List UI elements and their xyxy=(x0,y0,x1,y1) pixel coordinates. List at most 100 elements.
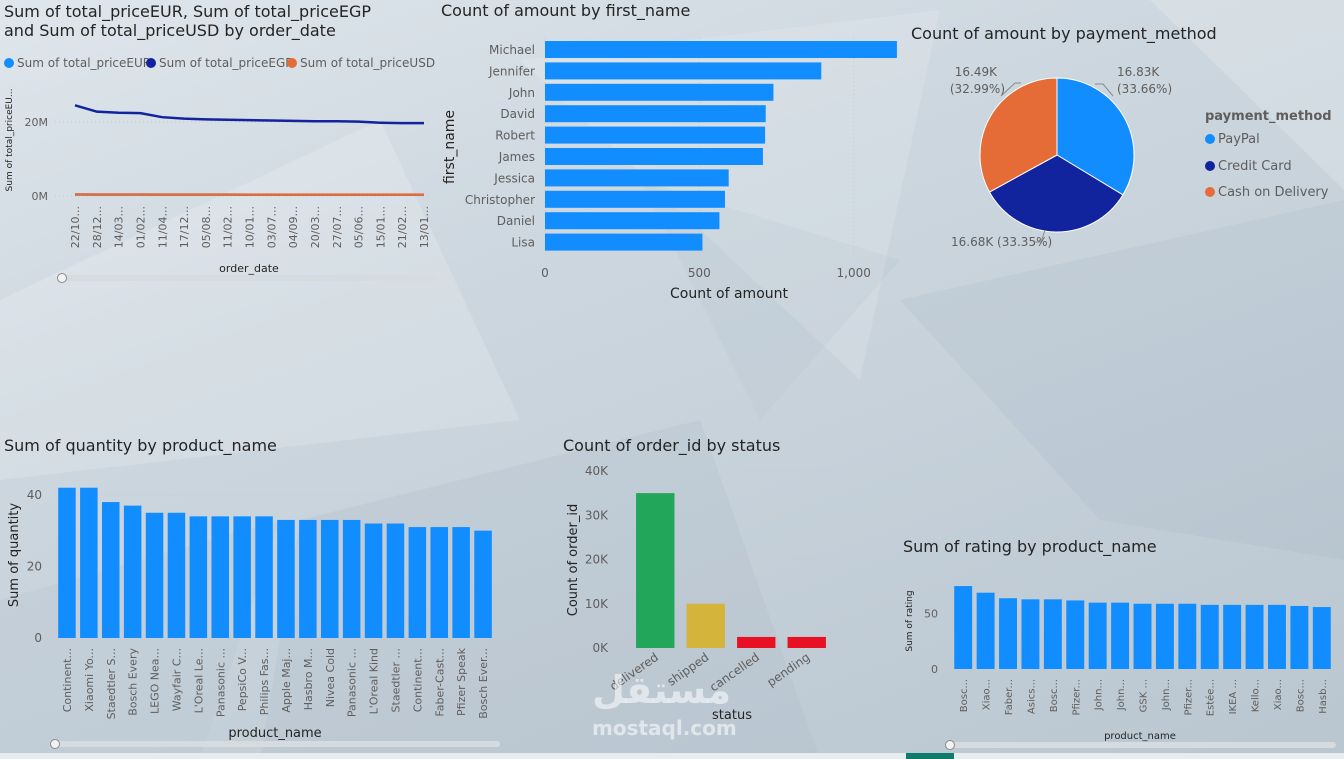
rating-bar[interactable] xyxy=(1290,605,1309,669)
legend-paypal[interactable]: PayPal xyxy=(1205,132,1260,147)
rating-bar[interactable] xyxy=(1178,603,1197,669)
qty-category-label: L'Oreal Kind xyxy=(368,648,381,714)
hbar-bar[interactable] xyxy=(545,83,774,101)
line-x-tick: 28/12... xyxy=(91,206,104,248)
rating-chart-scroll-knob[interactable] xyxy=(945,740,955,750)
qty-y-tick: 20 xyxy=(27,559,42,573)
rating-bar[interactable] xyxy=(1088,602,1107,669)
qty-bar[interactable] xyxy=(277,519,295,638)
qty-bar[interactable] xyxy=(145,512,164,638)
rating-bar[interactable] xyxy=(1312,607,1331,669)
pie-slice-cash[interactable] xyxy=(979,77,1058,193)
rating-bar[interactable] xyxy=(1021,599,1040,669)
qty-bar[interactable] xyxy=(189,516,208,638)
status-bar[interactable] xyxy=(787,636,826,648)
qty-bar[interactable] xyxy=(342,519,361,638)
line-x-tick: 27/07... xyxy=(331,206,344,248)
qty-category-label: Pfizer Speak xyxy=(455,647,468,716)
rating-bar[interactable] xyxy=(976,592,995,669)
legend-credit-card[interactable]: Credit Card xyxy=(1205,159,1292,174)
qty-bar[interactable] xyxy=(408,527,427,638)
hbar-bar[interactable] xyxy=(545,169,729,187)
hbar-bar[interactable] xyxy=(545,41,897,58)
page-tab-active[interactable] xyxy=(906,753,954,759)
status-chart-panel[interactable]: Count of order_id by status 0K 10K 20K 30K 4… xyxy=(560,435,860,753)
payment-pie-panel[interactable]: Count of amount by payment_method 16.83K… xyxy=(905,20,1335,270)
line-series-egp[interactable] xyxy=(74,104,424,125)
qty-bar[interactable] xyxy=(430,527,449,638)
qty-bar[interactable] xyxy=(299,519,317,638)
first-name-chart-panel[interactable]: Count of amount by first_name 0 500 1,000 M… xyxy=(440,0,910,310)
legend-eur[interactable]: Sum of total_priceEUR xyxy=(4,56,151,70)
rating-bar[interactable] xyxy=(1043,599,1062,669)
rating-bar[interactable] xyxy=(1155,603,1174,669)
qty-category-label: PepsiCo V... xyxy=(236,648,249,711)
qty-bar[interactable] xyxy=(58,487,76,638)
legend-egp[interactable]: Sum of total_priceEGP xyxy=(146,56,293,70)
quantity-chart-scrollbar[interactable] xyxy=(54,741,500,747)
qty-x-axis-label: product_name xyxy=(228,726,321,741)
legend-egp-label: Sum of total_priceEGP xyxy=(159,56,293,70)
pie-data-label-cash-value: 16.49K xyxy=(955,65,998,79)
hbar-bar[interactable] xyxy=(545,105,766,123)
rating-bar[interactable] xyxy=(1223,604,1242,669)
qty-y-tick: 40 xyxy=(27,488,42,502)
line-x-tick: 13/01... xyxy=(418,206,431,248)
hbar-bar[interactable] xyxy=(545,190,725,208)
hbar-bar[interactable] xyxy=(545,126,766,144)
rating-bar[interactable] xyxy=(954,586,973,669)
hbar-bar[interactable] xyxy=(545,62,822,80)
hbar-bar[interactable] xyxy=(545,148,763,165)
quantity-chart-panel[interactable]: Sum of quantity by product_name 0 20 40 Con… xyxy=(0,435,510,753)
line-x-axis-label: order_date xyxy=(219,262,279,275)
hbar-y-axis-label: first_name xyxy=(442,110,458,184)
line-x-tick: 17/12... xyxy=(178,206,191,248)
qty-bar[interactable] xyxy=(80,487,98,638)
line-y-axis-label: Sum of total_priceEU... xyxy=(5,89,15,192)
rating-category-label: Xiao... xyxy=(1273,679,1284,710)
qty-bar[interactable] xyxy=(386,523,405,638)
rating-category-label: Bosc... xyxy=(959,679,970,712)
rating-bar[interactable] xyxy=(1268,604,1286,669)
rating-bar[interactable] xyxy=(1200,604,1219,669)
qty-category-label: Faber-Cast... xyxy=(433,648,446,717)
status-bar[interactable] xyxy=(686,603,725,648)
rating-chart-panel[interactable]: Sum of rating by product_name 0 50 Bosc...… xyxy=(900,535,1344,753)
status-bar[interactable] xyxy=(636,493,675,648)
line-chart-scrollbar[interactable] xyxy=(60,275,438,281)
status-bar[interactable] xyxy=(737,636,776,648)
qty-bar[interactable] xyxy=(101,502,120,638)
rating-category-label: Xiao... xyxy=(982,679,993,710)
qty-bar[interactable] xyxy=(364,523,383,638)
qty-bar[interactable] xyxy=(123,505,142,638)
pie-data-label-paypal-value: 16.83K xyxy=(1117,65,1160,79)
qty-bar[interactable] xyxy=(167,512,186,638)
qty-bar[interactable] xyxy=(233,516,251,638)
line-chart-scroll-knob[interactable] xyxy=(57,273,67,283)
line-chart-panel[interactable]: Sum of total_priceEUR, Sum of total_pric… xyxy=(0,0,440,290)
qty-category-label: Nivea Cold xyxy=(324,648,337,707)
hbar-bar[interactable] xyxy=(545,212,720,230)
quantity-chart-scroll-knob[interactable] xyxy=(50,739,60,749)
qty-bar[interactable] xyxy=(211,516,230,638)
qty-bar[interactable] xyxy=(320,519,339,638)
rating-chart-scrollbar[interactable] xyxy=(950,742,1336,748)
pie-leader-line xyxy=(1000,82,1021,97)
status-y-axis-label: Count of order_id xyxy=(566,504,581,616)
legend-cash[interactable]: Cash on Delivery xyxy=(1205,185,1328,200)
hbar-x-tick: 1,000 xyxy=(837,266,871,280)
pie-slice-paypal[interactable] xyxy=(1056,77,1135,196)
rating-bar[interactable] xyxy=(1245,604,1264,669)
rating-category-label: Hasb... xyxy=(1318,679,1329,714)
rating-bar[interactable] xyxy=(999,598,1017,669)
quantity-chart-plot: 0 20 40 Continent... Xiaomi Yo... Staedtler S… xyxy=(7,487,494,741)
qty-bar[interactable] xyxy=(452,527,470,638)
hbar-bar[interactable] xyxy=(545,233,703,251)
rating-bar[interactable] xyxy=(1111,602,1130,669)
legend-usd[interactable]: Sum of total_priceUSD xyxy=(287,56,435,70)
qty-bar[interactable] xyxy=(474,530,492,638)
payment-pie-title: Count of amount by payment_method xyxy=(911,24,1217,43)
qty-bar[interactable] xyxy=(255,516,273,638)
rating-bar[interactable] xyxy=(1066,600,1085,669)
rating-bar[interactable] xyxy=(1133,603,1152,669)
